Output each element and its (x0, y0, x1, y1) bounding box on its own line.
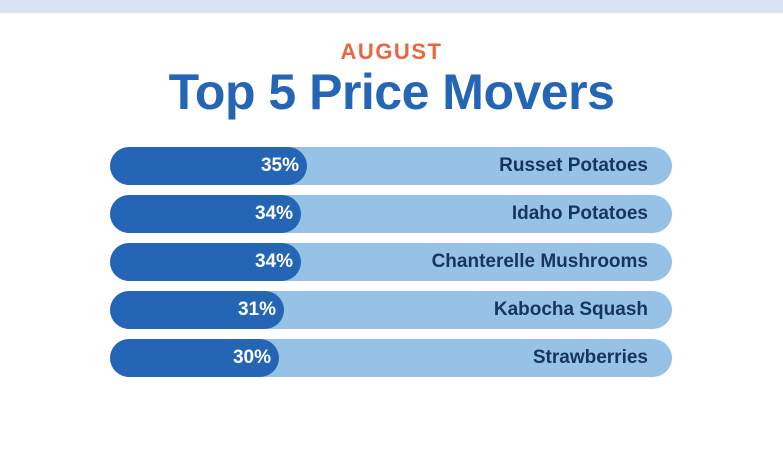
bar-category-label: Chanterelle Mushrooms (431, 251, 648, 272)
bar-row: 31% Kabocha Squash (110, 291, 672, 329)
bar-row: 34% Idaho Potatoes (110, 195, 672, 233)
bar-category-label: Kabocha Squash (493, 299, 648, 320)
bar-category-label: Idaho Potatoes (511, 203, 648, 224)
bar-fill (110, 243, 301, 281)
bar-row: 30% Strawberries (110, 339, 672, 377)
bar-category-label: Strawberries (532, 347, 648, 368)
bar-fill (110, 291, 284, 329)
bar-row: 34% Chanterelle Mushrooms (110, 243, 672, 281)
bar-value-label: 34% (254, 203, 293, 224)
bar-category-label: Russet Potatoes (499, 155, 648, 176)
bar-fill (110, 147, 307, 185)
bar-value-label: 30% (232, 347, 271, 368)
bar-chart: 35% Russet Potatoes 34% Idaho Potatoes 34% Ch… (110, 147, 672, 379)
bar-row: 35% Russet Potatoes (110, 147, 672, 185)
bar-value-label: 34% (254, 251, 293, 272)
chart-title: Top 5 Price Movers (168, 64, 615, 120)
bar-fill (110, 195, 301, 233)
bar-fill (110, 339, 279, 377)
chart-kicker: AUGUST (340, 39, 443, 64)
top-band (0, 0, 783, 13)
bar-value-label: 35% (260, 155, 299, 176)
bar-value-label: 31% (237, 299, 276, 320)
